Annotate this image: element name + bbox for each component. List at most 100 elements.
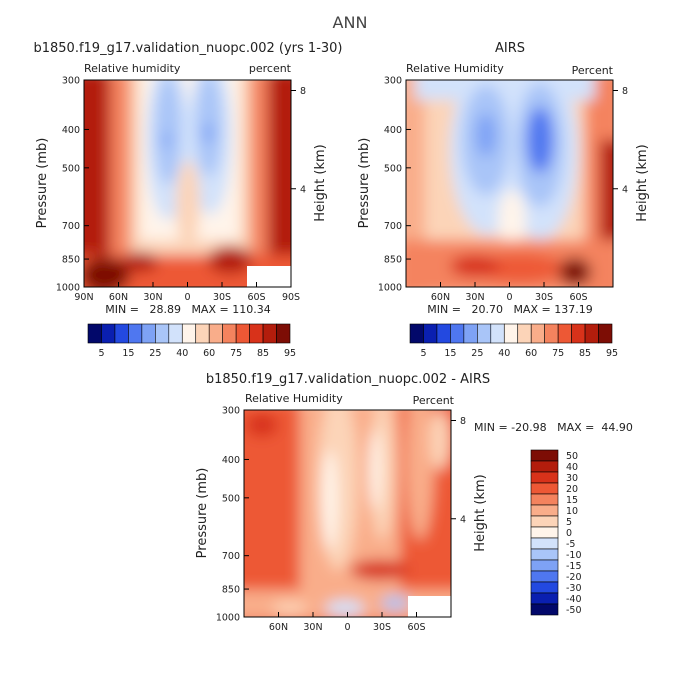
- colorbar-swatch: [530, 471, 559, 484]
- colorbar-label: -40: [566, 594, 582, 605]
- y-tick-label: 850: [62, 255, 80, 266]
- axis-ticks: 90N 60N 30N 0 30S 60S 90S 300 400 500 700 850 1000 8 4: [56, 76, 306, 304]
- colorbar-label: 0: [566, 528, 572, 539]
- y-tick-label: 1000: [56, 283, 80, 294]
- colorbar-swatch: [530, 548, 559, 561]
- colorbar-swatch: [530, 323, 545, 344]
- colorbar-swatch: [168, 323, 183, 344]
- colorbar-swatch: [530, 515, 559, 528]
- colorbar: 5 15 25 40 60 75 85 95: [87, 323, 296, 359]
- colorbar-swatch: [517, 323, 532, 344]
- colorbar-label: 40: [498, 348, 510, 359]
- colorbar-swatch: [450, 323, 465, 344]
- colorbar-swatch: [423, 323, 438, 344]
- colorbar-swatch: [557, 323, 572, 344]
- colorbar-label: 95: [606, 348, 618, 359]
- units-label: Percent: [413, 394, 455, 407]
- page-title: ANN: [333, 13, 368, 32]
- colorbar-label: 95: [284, 348, 296, 359]
- colorbar-label: -15: [566, 561, 582, 572]
- colorbar-swatch: [249, 323, 264, 344]
- x-tick-label: 30N: [143, 292, 162, 303]
- colorbar-label: -50: [566, 605, 582, 616]
- stats-text: MIN = -20.98 MAX = 44.90: [474, 421, 633, 434]
- colorbar-label: 5: [98, 348, 104, 359]
- y2-axis-label: Height (km): [313, 144, 328, 221]
- colorbar-label: -30: [566, 583, 582, 594]
- colorbar-swatch: [477, 323, 492, 344]
- x-tick-label: 60S: [569, 292, 587, 303]
- colorbar-label: 15: [566, 495, 578, 506]
- stats-text: MIN = 28.89 MAX = 110.34: [105, 303, 270, 316]
- colorbar-swatch: [530, 559, 559, 572]
- colorbar-label: 85: [257, 348, 269, 359]
- colorbar-swatch: [598, 323, 613, 344]
- x-tick-label: 60S: [407, 622, 425, 633]
- panel-title: b1850.f19_g17.validation_nuopc.002 - AIR…: [206, 372, 490, 387]
- y2-tick-label: 4: [300, 184, 306, 195]
- colorbar-swatch: [530, 493, 559, 506]
- colorbar-label: 25: [149, 348, 161, 359]
- y2-axis-label: Height (km): [473, 474, 488, 551]
- colorbar-swatch: [530, 603, 559, 616]
- y-tick-label: 700: [222, 551, 240, 562]
- colorbar-swatch: [101, 323, 116, 344]
- variable-label: Relative humidity: [84, 62, 181, 75]
- y-tick-label: 400: [222, 455, 240, 466]
- y-tick-label: 500: [384, 163, 402, 174]
- colorbar-swatch: [436, 323, 451, 344]
- x-tick-label: 30N: [465, 292, 484, 303]
- units-label: percent: [249, 62, 292, 75]
- panel-model: b1850.f19_g17.validation_nuopc.002 (yrs …: [33, 41, 342, 359]
- colorbar-label: 5: [566, 517, 572, 528]
- x-tick-label: 30S: [213, 292, 231, 303]
- colorbar-label: -5: [566, 539, 575, 550]
- x-tick-label: 0: [344, 622, 350, 633]
- colorbar-label: 50: [566, 451, 578, 462]
- colorbar-label: 40: [176, 348, 188, 359]
- colorbar-label: 15: [444, 348, 456, 359]
- colorbar-swatch: [544, 323, 559, 344]
- colorbar-swatch: [155, 323, 170, 344]
- colorbar-swatch: [87, 323, 102, 344]
- y2-tick-label: 8: [622, 86, 628, 97]
- y-axis-label: Pressure (mb): [357, 138, 372, 229]
- x-tick-label: 60N: [269, 622, 288, 633]
- y-tick-label: 500: [222, 493, 240, 504]
- panel-diff: b1850.f19_g17.validation_nuopc.002 - AIR…: [195, 372, 633, 633]
- colorbar-swatch: [181, 323, 197, 344]
- y2-tick-label: 8: [300, 86, 306, 97]
- y-tick-label: 850: [222, 585, 240, 596]
- y-tick-label: 850: [384, 255, 402, 266]
- colorbar-swatch: [141, 323, 156, 344]
- y2-tick-label: 4: [622, 184, 628, 195]
- y2-tick-label: 4: [460, 514, 466, 525]
- colorbar-swatch: [530, 482, 559, 495]
- colorbar-label: 75: [230, 348, 242, 359]
- colorbar-swatch: [222, 323, 237, 344]
- axis-ticks: 60N 30N 0 30S 60S 300 400 500 700 850 1000 8 4: [378, 76, 628, 304]
- x-tick-label: 30S: [535, 292, 553, 303]
- colorbar-swatch: [128, 323, 143, 344]
- panel-title: b1850.f19_g17.validation_nuopc.002 (yrs …: [33, 41, 342, 56]
- colorbar-label: 20: [566, 484, 578, 495]
- colorbar-label: 10: [566, 506, 578, 517]
- colorbar-swatch: [530, 526, 559, 539]
- colorbar-label: -20: [566, 572, 582, 583]
- x-tick-label: 90S: [282, 292, 300, 303]
- y-tick-label: 700: [62, 221, 80, 232]
- colorbar-swatch: [530, 537, 559, 550]
- colorbar-swatch: [571, 323, 586, 344]
- variable-label: Relative Humidity: [245, 392, 343, 405]
- x-tick-label: 60N: [109, 292, 128, 303]
- colorbar-label: -10: [566, 550, 582, 561]
- x-tick-label: 30N: [303, 622, 322, 633]
- y-axis-label: Pressure (mb): [195, 468, 210, 559]
- colorbar-swatch: [503, 323, 519, 344]
- colorbar-swatch: [463, 323, 478, 344]
- colorbar-swatch: [114, 323, 129, 344]
- y-tick-label: 1000: [216, 613, 240, 624]
- y-tick-label: 300: [222, 406, 240, 417]
- x-tick-label: 0: [506, 292, 512, 303]
